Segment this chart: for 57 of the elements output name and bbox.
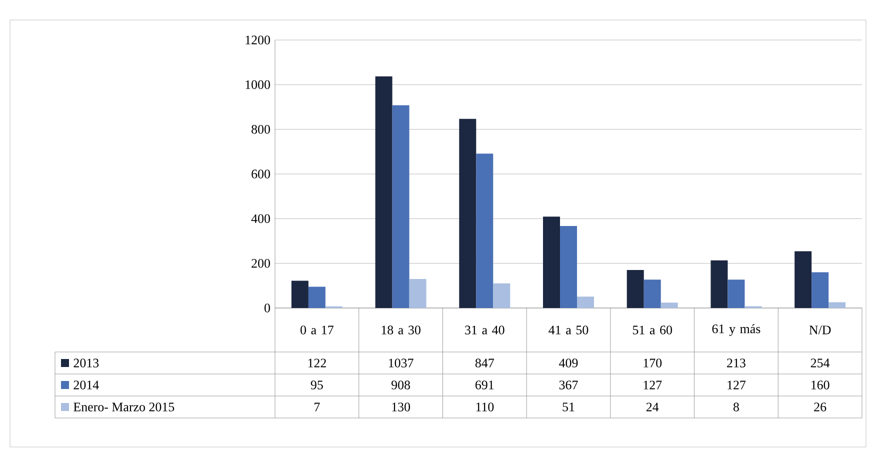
data-label: 908 xyxy=(392,380,410,390)
data-label: 7 xyxy=(314,402,320,412)
data-label: 160 xyxy=(812,380,830,390)
y-tick-label: 600 xyxy=(252,170,270,178)
bar xyxy=(794,251,812,308)
data-label: 51 xyxy=(562,402,574,412)
data-label: 127 xyxy=(728,380,746,390)
bar xyxy=(308,286,326,308)
bar xyxy=(392,105,410,308)
bar xyxy=(459,118,476,308)
x-tick-label: 51 a 60 xyxy=(632,326,672,334)
bar xyxy=(409,278,426,308)
bar xyxy=(291,280,308,308)
x-tick-label: 61 y más xyxy=(712,324,760,336)
data-label: 24 xyxy=(646,402,659,412)
x-tick-label: 0 a 17 xyxy=(300,326,334,334)
bar xyxy=(660,302,678,308)
bar xyxy=(560,226,578,308)
data-label: 8 xyxy=(733,402,739,412)
y-tick-label: 1000 xyxy=(246,80,270,90)
data-label: 1037 xyxy=(388,358,414,368)
bar xyxy=(812,272,829,308)
bar xyxy=(577,296,594,308)
x-tick-label: 31 a 40 xyxy=(465,326,504,334)
data-label: 254 xyxy=(810,358,830,368)
bar xyxy=(728,280,745,308)
legend-label: 2014 xyxy=(74,380,99,390)
bar xyxy=(828,302,846,308)
bar xyxy=(543,216,560,308)
legend-label: Enero- Marzo 2015 xyxy=(74,402,174,412)
data-label: 367 xyxy=(559,380,578,390)
bar xyxy=(626,270,644,308)
x-tick-label: 18 a 30 xyxy=(382,326,420,334)
data-label: 122 xyxy=(308,358,326,368)
bar xyxy=(644,280,661,308)
bar xyxy=(476,154,494,308)
data-label: 110 xyxy=(476,402,494,412)
bar xyxy=(375,76,392,308)
data-label: 95 xyxy=(310,380,323,390)
data-label: 127 xyxy=(644,380,662,390)
data-label: 847 xyxy=(475,358,494,368)
bar xyxy=(493,283,510,308)
bar xyxy=(710,260,728,308)
x-tick-label: 41 a 50 xyxy=(548,326,588,334)
data-label: 26 xyxy=(814,402,826,412)
data-label: 691 xyxy=(475,380,494,390)
data-label: 130 xyxy=(392,402,410,412)
y-tick-label: 200 xyxy=(252,258,270,268)
data-label: 409 xyxy=(559,358,578,368)
data-label: 170 xyxy=(644,358,662,368)
y-tick-label: 800 xyxy=(252,124,270,134)
y-tick-label: 0 xyxy=(264,304,270,312)
y-tick-label: 1200 xyxy=(246,36,270,44)
x-tick-label: N/D xyxy=(809,326,831,334)
y-tick-label: 400 xyxy=(251,214,270,224)
legend-label: 2013 xyxy=(74,358,99,368)
data-label: 213 xyxy=(727,358,746,368)
